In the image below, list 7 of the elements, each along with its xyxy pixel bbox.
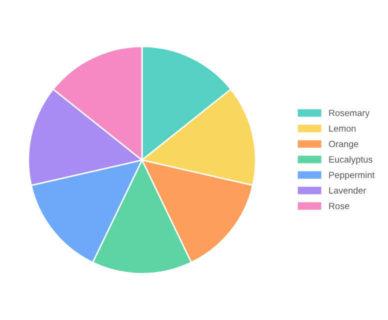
legend-label: Peppermint [329,172,375,180]
legend-label: Rose [329,202,350,210]
legend-label: Eucalyptus [329,156,372,164]
legend-label: Rosemary [329,110,370,118]
legend-label: Orange [328,140,358,149]
legend-label: Lemon [329,125,356,132]
legend-label: Lavender [329,187,366,194]
